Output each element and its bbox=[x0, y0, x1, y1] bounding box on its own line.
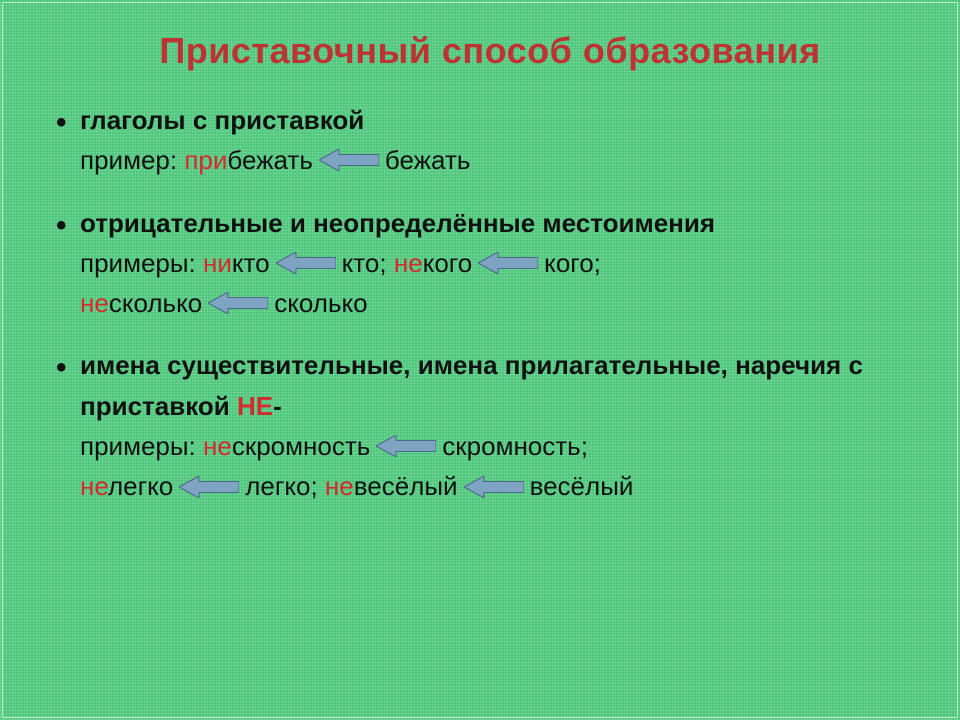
slide-title: Приставочный способ образования bbox=[80, 30, 900, 72]
example-line: нелегколегко; невесёлыйвесёлый bbox=[80, 466, 900, 506]
derived-word-rest: сколько bbox=[109, 288, 202, 318]
derives-from-arrow-icon bbox=[179, 476, 239, 498]
derived-word-rest: кого bbox=[423, 248, 473, 278]
source-word: легко bbox=[245, 471, 310, 501]
derived-word-rest: бежать bbox=[227, 145, 313, 175]
derived-word-rest: кто bbox=[232, 248, 270, 278]
derives-from-arrow-icon bbox=[276, 252, 336, 274]
bullet-head-text: имена существительные, имена прилагатель… bbox=[80, 350, 863, 420]
bullet-block: отрицательные и неопределённые местоимен… bbox=[80, 203, 900, 324]
source-word: кто bbox=[342, 248, 380, 278]
slide-content: Приставочный способ образования глаголы … bbox=[0, 0, 960, 507]
derives-from-arrow-icon bbox=[478, 252, 538, 274]
prefix-highlight: не bbox=[80, 288, 109, 318]
example-line: пример: прибежатьбежать bbox=[80, 140, 900, 180]
prefix-highlight: не bbox=[394, 248, 423, 278]
bullet-head-text: глаголы с приставкой bbox=[80, 105, 364, 135]
derived-word-rest: скромность bbox=[232, 431, 370, 461]
bullet-list: глаголы с приставкойпример: прибежатьбеж… bbox=[80, 100, 900, 507]
example-line: примеры: никтокто; некогокого; bbox=[80, 243, 900, 283]
line-prefix: пример: bbox=[80, 145, 184, 175]
source-word: кого bbox=[544, 248, 594, 278]
line-prefix: примеры: bbox=[80, 431, 203, 461]
separator: ; bbox=[310, 471, 324, 501]
source-word: сколько bbox=[274, 288, 367, 318]
prefix-highlight: не bbox=[325, 471, 354, 501]
bullet-head-highlight: НЕ bbox=[237, 391, 273, 421]
source-word: бежать bbox=[385, 145, 471, 175]
derives-from-arrow-icon bbox=[208, 292, 268, 314]
prefix-highlight: не bbox=[203, 431, 232, 461]
separator: ; bbox=[379, 248, 393, 278]
bullet-head: имена существительные, имена прилагатель… bbox=[80, 345, 900, 426]
bullet-head-text: отрицательные и неопределённые местоимен… bbox=[80, 208, 715, 238]
separator: ; bbox=[594, 248, 601, 278]
bullet-block: глаголы с приставкойпример: прибежатьбеж… bbox=[80, 100, 900, 181]
source-word: скромность bbox=[442, 431, 580, 461]
bullet-block: имена существительные, имена прилагатель… bbox=[80, 345, 900, 506]
prefix-highlight: не bbox=[80, 471, 108, 501]
bullet-head-tail: - bbox=[273, 391, 282, 421]
source-word: весёлый bbox=[530, 471, 634, 501]
derives-from-arrow-icon bbox=[464, 476, 524, 498]
derives-from-arrow-icon bbox=[319, 149, 379, 171]
bullet-head: отрицательные и неопределённые местоимен… bbox=[80, 203, 900, 243]
derived-word-rest: легко bbox=[108, 471, 173, 501]
prefix-highlight: ни bbox=[203, 248, 232, 278]
separator: ; bbox=[581, 431, 588, 461]
example-line: несколькосколько bbox=[80, 283, 900, 323]
bullet-head: глаголы с приставкой bbox=[80, 100, 900, 140]
derived-word-rest: весёлый bbox=[354, 471, 458, 501]
example-line: примеры: нескромностьскромность; bbox=[80, 426, 900, 466]
prefix-highlight: при bbox=[184, 145, 227, 175]
derives-from-arrow-icon bbox=[376, 435, 436, 457]
line-prefix: примеры: bbox=[80, 248, 203, 278]
